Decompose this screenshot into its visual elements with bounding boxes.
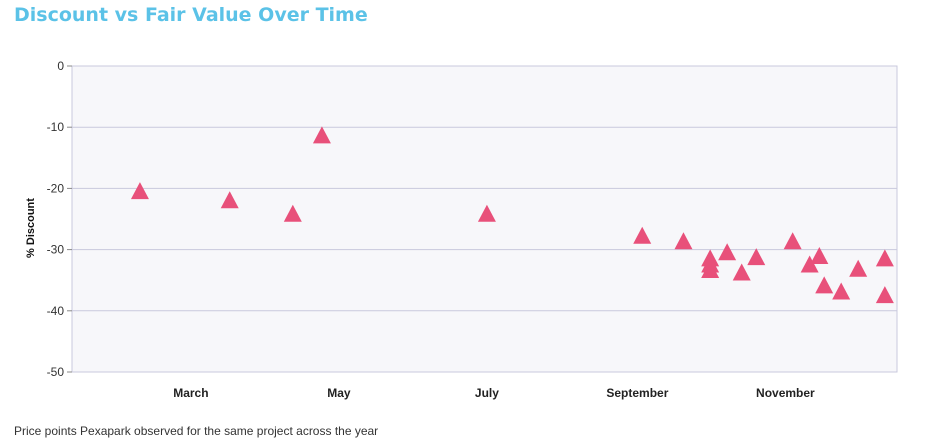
y-tick-label: -10 [47,120,65,134]
y-tick-label: -30 [47,243,65,257]
x-tick-label: March [173,386,208,400]
data-point[interactable] [220,191,239,209]
y-tick-label: -40 [47,304,65,318]
y-axis-label: % Discount [25,198,37,258]
x-axis: March May July September November [173,386,815,400]
scatter-chart: 0 -10 -20 -30 -40 -50 March May July September No… [25,59,898,400]
x-tick-label: July [475,386,499,400]
data-point[interactable] [747,248,766,266]
data-point[interactable] [875,286,894,304]
y-tick-label: -20 [47,181,65,195]
y-axis: 0 -10 -20 -30 -40 -50 [47,59,72,379]
data-point[interactable] [633,226,652,244]
data-point[interactable] [701,261,720,279]
data-point[interactable] [283,204,302,222]
y-tick-label: -50 [47,365,65,379]
data-point[interactable] [815,276,834,294]
chart-caption: Price points Pexapark observed for the s… [14,424,379,438]
data-point[interactable] [674,232,693,250]
data-point[interactable] [718,243,737,261]
x-tick-label: September [606,386,668,400]
data-point[interactable] [312,126,331,144]
x-tick-label: May [327,386,351,400]
gridlines [72,65,897,373]
data-point[interactable] [810,246,829,264]
data-point[interactable] [875,249,894,267]
data-point[interactable] [800,255,819,273]
data-point[interactable] [849,259,868,277]
data-points [130,126,894,304]
y-tick-label: 0 [57,59,64,73]
data-point[interactable] [477,204,496,222]
data-point[interactable] [732,263,751,281]
x-tick-label: November [756,386,815,400]
data-point[interactable] [832,282,851,300]
data-point[interactable] [130,182,149,200]
chart-title: Discount vs Fair Value Over Time [14,4,368,26]
data-point[interactable] [783,232,802,250]
